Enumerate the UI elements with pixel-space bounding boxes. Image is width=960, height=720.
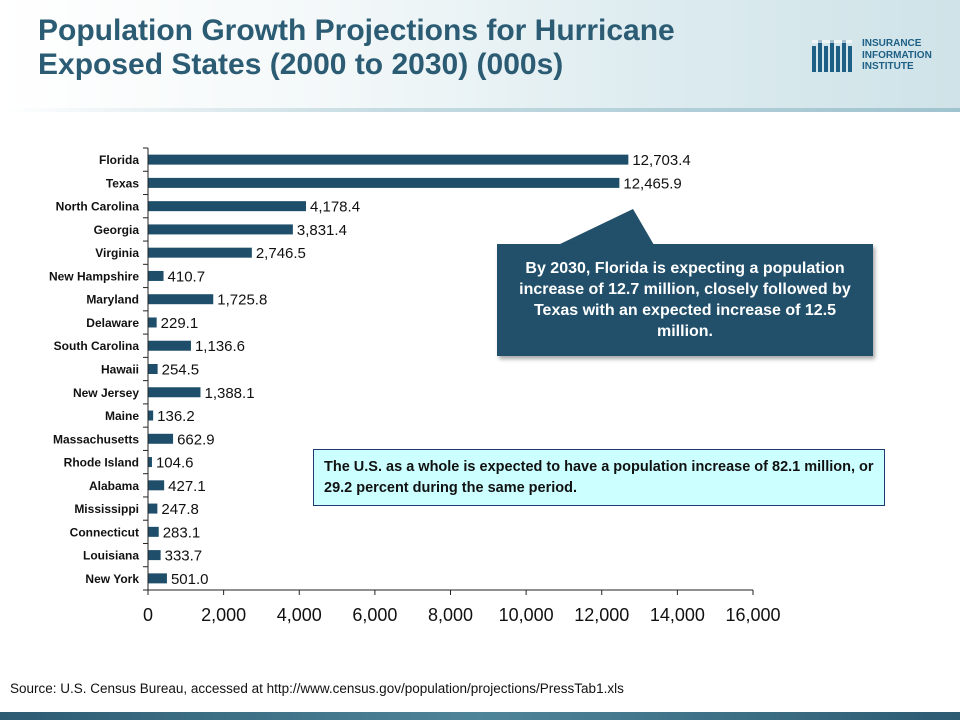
value-label: 662.9	[177, 431, 215, 448]
category-label: Alabama	[89, 479, 139, 493]
category-labels: Florida Texas North Carolina Georgia Virgini…	[49, 153, 139, 586]
category-label: Massachusetts	[53, 432, 139, 446]
category-label: New Hampshire	[49, 269, 139, 283]
bar-6	[148, 294, 214, 305]
bar-9	[148, 364, 158, 374]
category-label: Florida	[99, 153, 139, 167]
bar-17	[148, 550, 161, 561]
value-label: 333.7	[165, 548, 203, 565]
value-labels: 12,703.4 12,465.9 4,178.4 3,831.4 2,746.5 410…	[156, 152, 691, 588]
iii-logo: INSURANCE INFORMATION INSTITUTE	[812, 36, 952, 76]
bar-3	[148, 224, 293, 235]
logo-line-1: INSURANCE	[862, 38, 922, 49]
axes-group: 0 2,000 4,000 6,000 8,000 10,000 12,000 14,000 1…	[143, 147, 781, 625]
bar-0	[148, 154, 629, 165]
value-label: 104.6	[156, 455, 194, 472]
bar-1	[148, 177, 620, 188]
category-label: Hawaii	[101, 363, 139, 377]
logo-line-2: INFORMATION	[862, 49, 932, 61]
category-label: North Carolina	[56, 200, 140, 214]
callout-text: By 2030, Florida is expecting a populati…	[519, 260, 851, 340]
value-label: 229.1	[161, 315, 199, 332]
bar-7	[148, 317, 157, 328]
iii-logo-text: INSURANCE INFORMATION INSTITUTE	[862, 38, 932, 73]
value-label: 254.5	[162, 362, 200, 379]
x-tick-label: 8,000	[428, 605, 473, 625]
value-label: 4,178.4	[310, 199, 360, 216]
value-label: 12,703.4	[632, 152, 690, 169]
bar-8	[148, 340, 191, 351]
category-label: Rhode Island	[64, 456, 139, 470]
iii-logo-icon	[812, 40, 852, 72]
bar-10	[148, 387, 201, 398]
page-title: Population Growth Projections for Hurric…	[38, 14, 675, 81]
category-label: Texas	[106, 176, 139, 190]
value-label: 247.8	[161, 501, 199, 518]
bar-5	[148, 270, 164, 281]
bar-15	[148, 503, 158, 514]
value-label: 12,465.9	[623, 175, 681, 192]
category-label: New Jersey	[73, 386, 139, 400]
footer-bar	[0, 712, 960, 720]
value-label: 1,136.6	[195, 338, 245, 355]
callout-box: By 2030, Florida is expecting a populati…	[497, 244, 873, 356]
us-note-box: The U.S. as a whole is expected to have …	[313, 449, 885, 506]
x-tick-label: 2,000	[201, 605, 246, 625]
x-tick-label: 10,000	[499, 605, 554, 625]
bars-group	[148, 154, 629, 584]
bar-12	[148, 433, 174, 444]
value-label: 1,725.8	[217, 292, 267, 309]
x-tick-label: 0	[143, 605, 153, 625]
bar-11	[148, 410, 154, 421]
value-label: 2,746.5	[256, 245, 306, 262]
value-label: 501.0	[171, 571, 209, 588]
bar-16	[148, 526, 159, 537]
value-label: 136.2	[157, 408, 195, 425]
x-tick-label: 12,000	[574, 605, 629, 625]
category-label: Louisiana	[83, 549, 139, 563]
category-label: New York	[85, 572, 139, 586]
x-tick-label: 14,000	[650, 605, 705, 625]
source-text: Source: U.S. Census Bureau, accessed at …	[10, 681, 624, 696]
x-tick-label: 4,000	[277, 605, 322, 625]
logo-line-3: INSTITUTE	[862, 61, 914, 72]
bar-2	[148, 201, 306, 212]
header-divider	[0, 108, 960, 112]
category-label: Maine	[105, 409, 139, 423]
value-label: 427.1	[168, 478, 206, 495]
bar-14	[148, 480, 165, 491]
x-tick-label: 16,000	[725, 605, 780, 625]
value-label: 410.7	[168, 268, 206, 285]
header-band	[0, 0, 960, 112]
category-label: Virginia	[95, 246, 139, 260]
category-label: Connecticut	[70, 525, 139, 539]
category-label: Mississippi	[74, 502, 139, 516]
category-label: Maryland	[86, 293, 139, 307]
value-label: 283.1	[163, 524, 201, 541]
bar-13	[148, 457, 152, 468]
value-label: 1,388.1	[204, 385, 254, 402]
category-label: Georgia	[94, 223, 140, 237]
category-label: South Carolina	[54, 339, 140, 353]
category-label: Delaware	[86, 316, 139, 330]
x-tick-label: 6,000	[352, 605, 397, 625]
bar-18	[148, 573, 167, 584]
value-label: 3,831.4	[297, 222, 347, 239]
bar-4	[148, 247, 252, 258]
